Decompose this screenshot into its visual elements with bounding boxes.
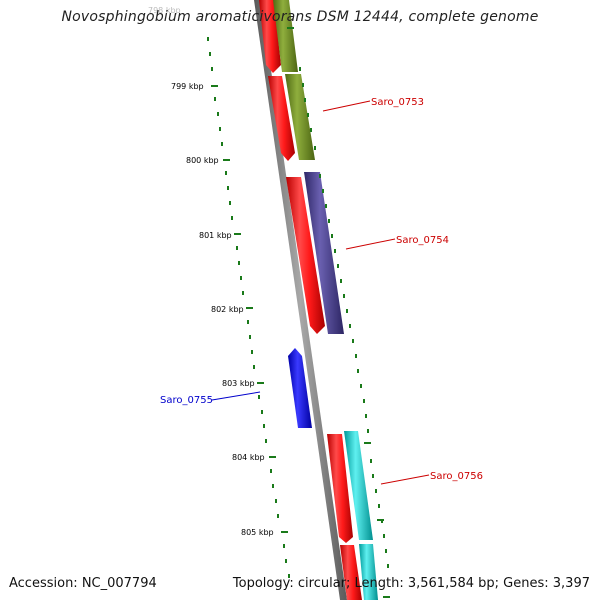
gene-label-saro-0755[interactable]: Saro_0755 bbox=[160, 395, 213, 406]
ruler-label-800: 800 kbp bbox=[186, 156, 219, 165]
gene-label-saro-0753[interactable]: Saro_0753 bbox=[371, 97, 424, 108]
ruler-major-ticks bbox=[211, 85, 288, 533]
gene-feature-olive-top[interactable] bbox=[273, 0, 298, 72]
cds-feature-saro-0756[interactable] bbox=[327, 434, 353, 543]
ruler-label-804: 804 kbp bbox=[232, 453, 265, 462]
cds-feature-bottom[interactable] bbox=[340, 545, 362, 600]
ruler-label-803: 803 kbp bbox=[222, 379, 255, 388]
gene-feature-purple[interactable] bbox=[304, 172, 344, 334]
map-title: Novosphingobium aromaticivorans DSM 1244… bbox=[61, 9, 539, 25]
cds-track bbox=[259, 0, 362, 600]
gene-labels: Saro_0753 Saro_0754 Saro_0755 Saro_0756 bbox=[160, 97, 483, 482]
ruler-major-ticks-right bbox=[287, 27, 390, 598]
accession-label: Accession: NC_007794 bbox=[9, 576, 157, 591]
gene-label-saro-0754[interactable]: Saro_0754 bbox=[396, 235, 449, 246]
gene-feature-track bbox=[273, 0, 378, 600]
label-leaders bbox=[211, 100, 430, 485]
ruler-label-802: 802 kbp bbox=[211, 305, 244, 314]
cds-feature-saro-0755[interactable] bbox=[288, 348, 312, 428]
ruler-ticks-right bbox=[299, 67, 389, 568]
ruler-ticks-left bbox=[207, 37, 290, 578]
gene-feature-cyan-bottom[interactable] bbox=[359, 544, 378, 600]
cds-feature-saro-0753[interactable] bbox=[268, 76, 295, 161]
ruler-label-805: 805 kbp bbox=[241, 528, 274, 537]
ruler-label-799: 799 kbp bbox=[171, 82, 204, 91]
genome-summary: Topology: circular; Length: 3,561,584 bp… bbox=[232, 576, 590, 591]
ruler-label-801: 801 kbp bbox=[199, 231, 232, 240]
gene-label-saro-0756[interactable]: Saro_0756 bbox=[430, 471, 483, 482]
ruler-label-clipped: 798 kbp bbox=[148, 6, 181, 15]
ruler-labels: 799 kbp 800 kbp 801 kbp 802 kbp 803 kbp … bbox=[171, 82, 274, 537]
genome-backbone bbox=[254, 0, 347, 600]
gene-feature-olive[interactable] bbox=[285, 74, 315, 160]
gene-feature-cyan[interactable] bbox=[344, 431, 373, 540]
cds-feature-saro-0754[interactable] bbox=[286, 177, 325, 334]
